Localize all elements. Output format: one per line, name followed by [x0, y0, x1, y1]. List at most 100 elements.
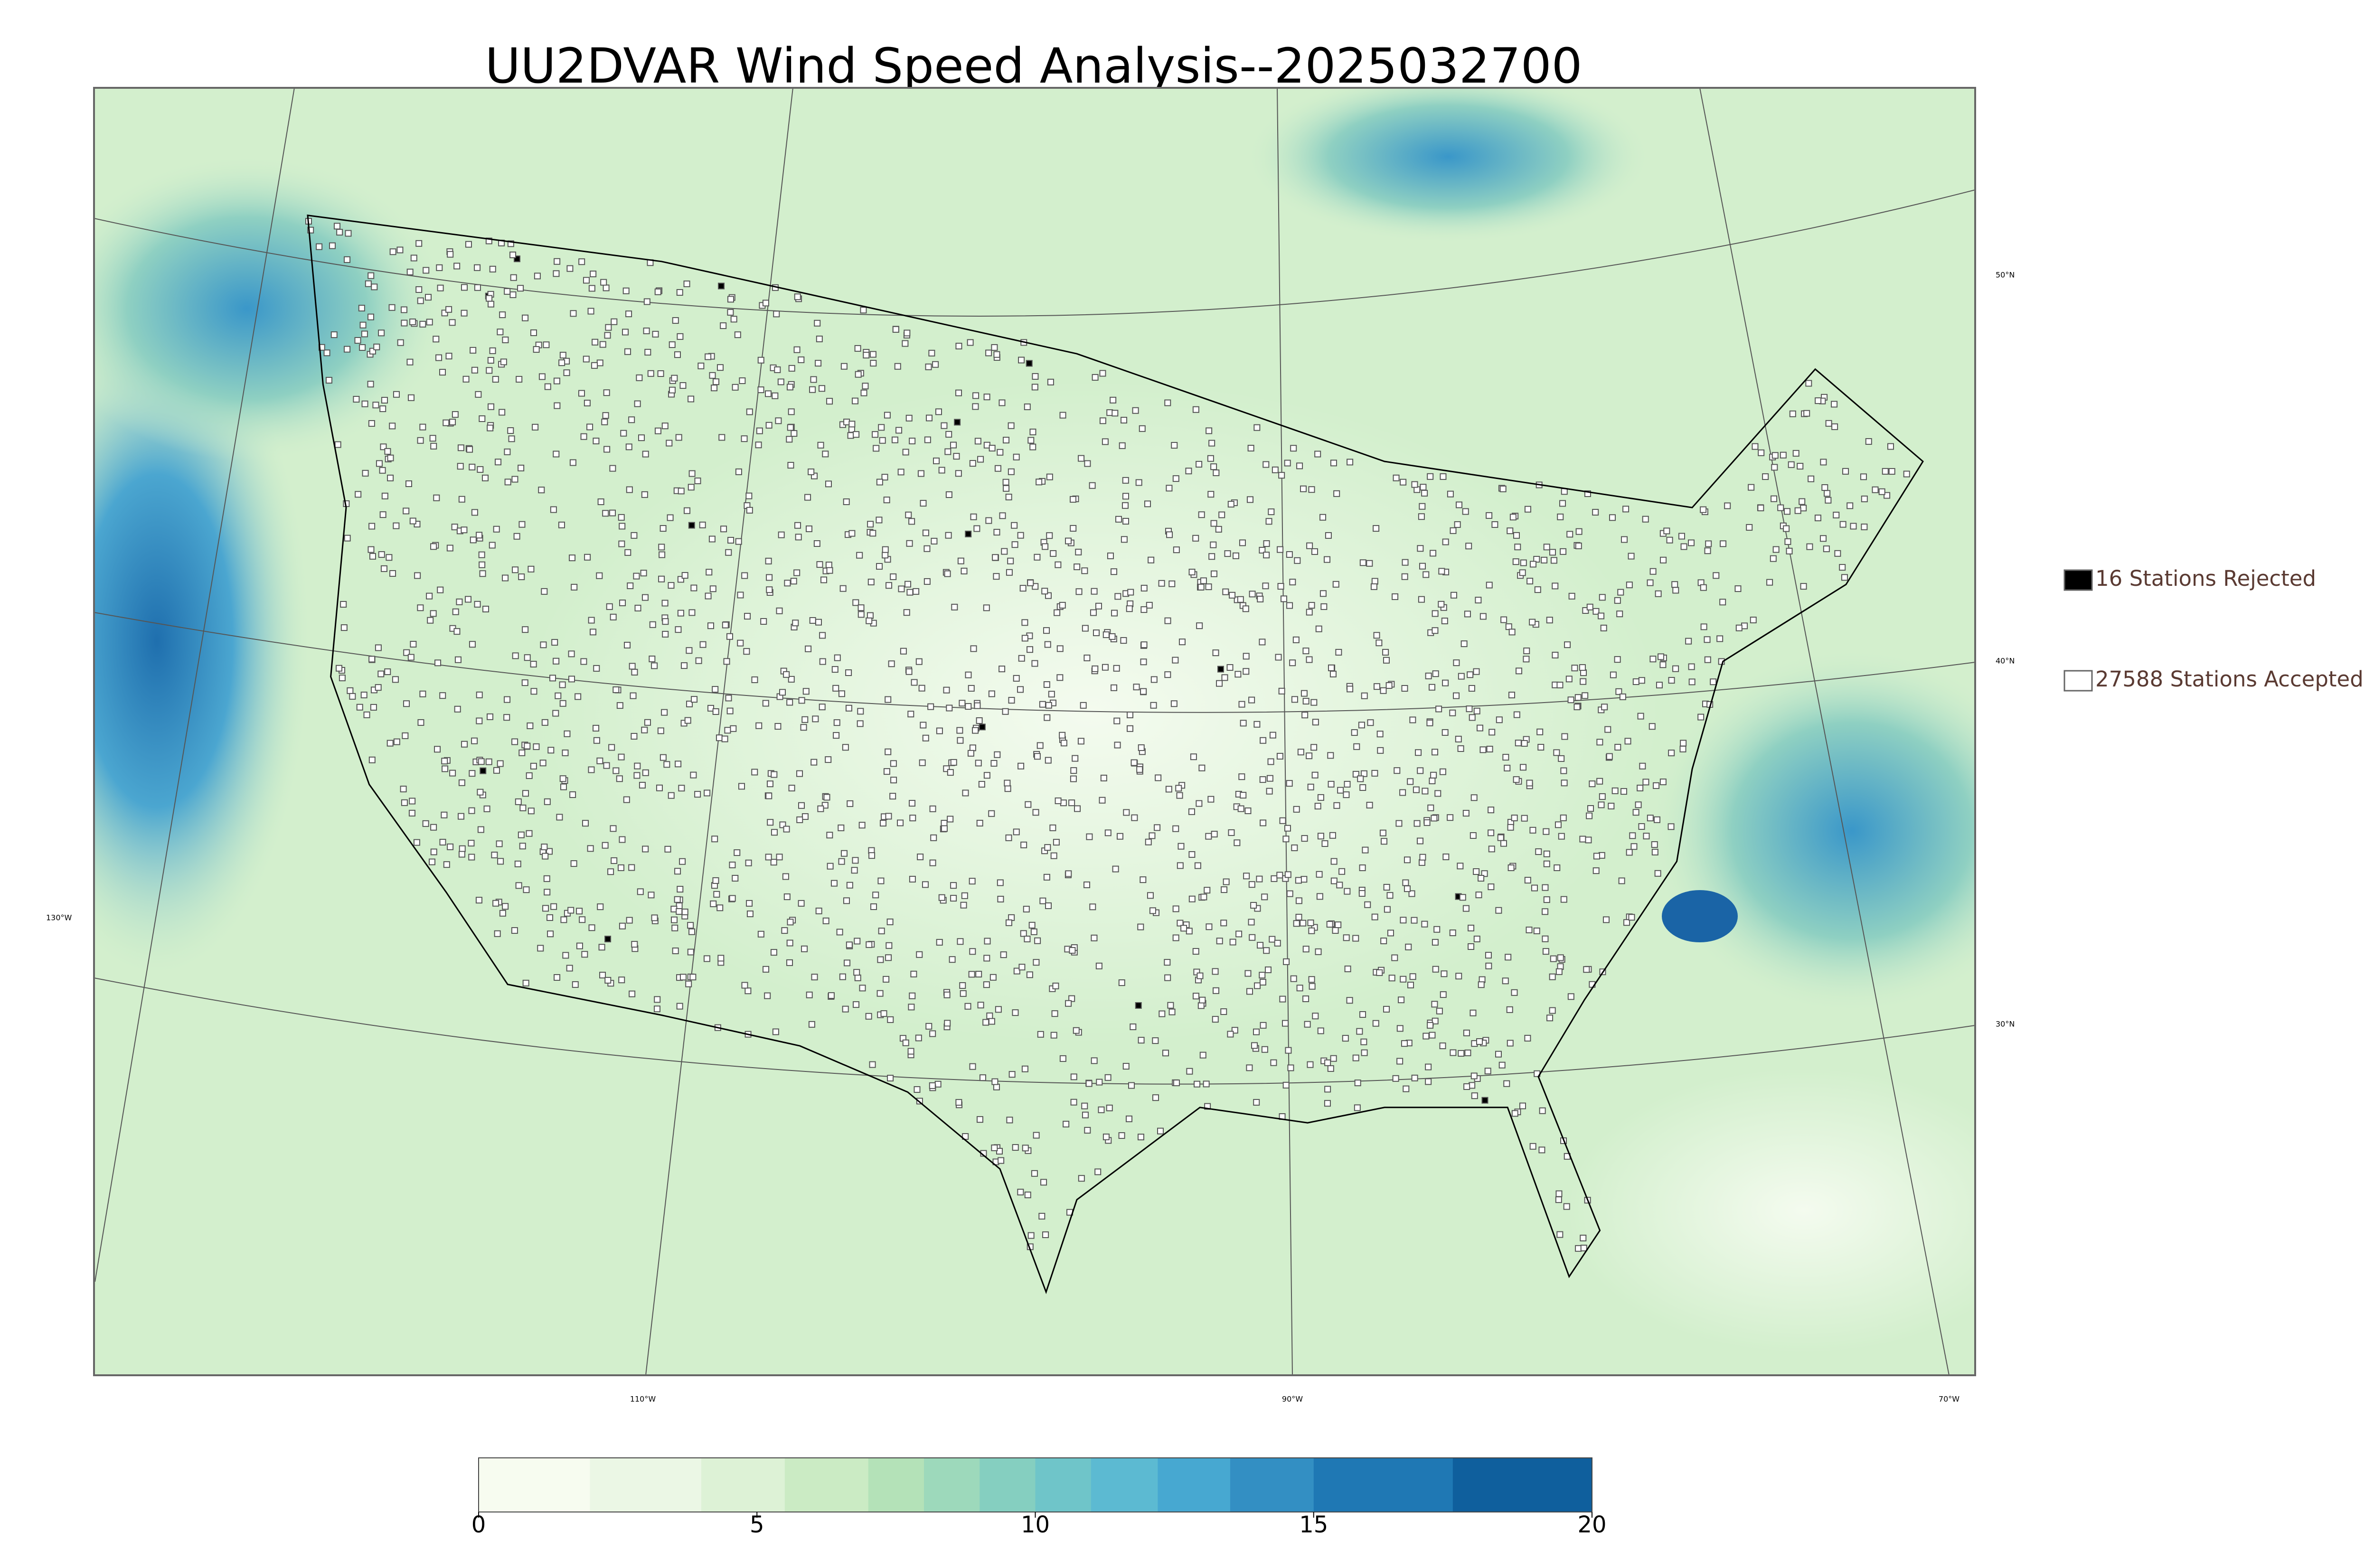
station-marker	[1463, 1029, 1470, 1036]
station-marker	[1127, 725, 1134, 732]
station-marker	[666, 440, 673, 447]
station-marker	[1520, 559, 1527, 566]
station-marker	[1700, 623, 1707, 630]
station-marker	[844, 959, 851, 967]
station-marker	[973, 525, 980, 532]
station-marker	[725, 549, 732, 556]
station-marker	[1719, 599, 1726, 606]
station-marker	[1614, 597, 1621, 604]
station-marker	[757, 930, 764, 938]
station-marker	[1371, 578, 1378, 585]
station-marker	[685, 980, 692, 987]
station-marker	[1261, 1046, 1268, 1053]
station-marker	[1137, 923, 1144, 930]
station-marker	[479, 561, 486, 568]
station-marker	[480, 767, 487, 774]
station-marker	[982, 1019, 989, 1026]
colorbar-bin	[1035, 1458, 1092, 1512]
station-marker	[1454, 521, 1461, 528]
station-marker	[623, 796, 630, 803]
station-marker	[521, 679, 528, 686]
station-marker	[1240, 720, 1247, 727]
station-marker	[969, 744, 976, 751]
station-marker	[938, 894, 945, 901]
station-marker	[654, 1005, 661, 1013]
station-marker	[497, 329, 504, 336]
station-marker	[1347, 459, 1354, 466]
station-marker	[1417, 767, 1424, 774]
station-marker	[820, 576, 828, 583]
station-marker	[323, 349, 330, 357]
station-marker	[848, 530, 856, 537]
station-marker	[1658, 653, 1665, 660]
station-marker	[1326, 920, 1333, 928]
station-marker	[1394, 767, 1401, 774]
station-marker	[1102, 438, 1109, 445]
station-marker	[477, 789, 484, 796]
station-marker	[1145, 838, 1152, 845]
station-marker	[884, 412, 891, 419]
station-marker	[764, 992, 771, 999]
station-marker	[511, 927, 518, 934]
station-marker	[1205, 833, 1212, 840]
station-marker	[522, 790, 529, 797]
station-marker	[1176, 792, 1183, 799]
station-marker	[618, 976, 625, 984]
station-marker	[605, 324, 612, 331]
station-marker	[644, 348, 651, 356]
station-marker	[1284, 871, 1291, 878]
station-marker	[1586, 812, 1593, 819]
station-marker	[1150, 676, 1158, 683]
station-marker	[424, 294, 432, 301]
station-marker	[1126, 711, 1133, 718]
station-marker	[929, 1082, 936, 1089]
station-marker	[878, 928, 885, 935]
station-marker	[723, 658, 730, 665]
station-marker	[1027, 646, 1034, 653]
station-marker	[1251, 1042, 1258, 1049]
station-marker	[389, 570, 396, 577]
station-marker	[907, 1048, 914, 1055]
station-marker	[983, 394, 990, 401]
station-marker	[1215, 526, 1222, 533]
station-marker	[1431, 815, 1438, 822]
station-marker	[1550, 557, 1557, 564]
station-marker	[897, 819, 904, 826]
station-marker	[1306, 609, 1313, 616]
station-marker	[388, 304, 396, 311]
station-marker	[784, 580, 791, 587]
station-marker	[651, 662, 658, 669]
station-marker	[1327, 752, 1334, 759]
station-marker	[451, 524, 458, 531]
station-marker	[836, 929, 843, 936]
station-marker	[410, 640, 417, 648]
station-marker	[1150, 702, 1157, 709]
station-marker	[393, 738, 400, 745]
station-marker	[1203, 1080, 1210, 1088]
station-marker	[659, 525, 667, 532]
station-marker	[1831, 423, 1838, 430]
station-marker	[909, 992, 916, 999]
station-marker	[810, 759, 818, 766]
station-marker	[1771, 464, 1778, 471]
station-marker	[407, 654, 415, 661]
station-marker	[1020, 930, 1027, 937]
station-marker	[553, 451, 560, 458]
station-marker	[1606, 753, 1613, 760]
station-marker	[877, 877, 885, 884]
station-marker	[1133, 684, 1140, 691]
station-marker	[1546, 617, 1553, 624]
station-marker	[316, 243, 323, 250]
station-marker	[377, 670, 385, 677]
station-marker	[1050, 1032, 1057, 1039]
legend-label: 27588 Stations Accepted	[2095, 667, 2364, 692]
station-marker	[1253, 721, 1261, 728]
station-marker	[469, 770, 476, 777]
station-marker	[1502, 977, 1509, 985]
station-marker	[848, 421, 856, 428]
station-marker	[354, 337, 361, 344]
station-marker	[1432, 610, 1439, 617]
station-marker	[1001, 548, 1008, 555]
station-marker	[1637, 713, 1644, 720]
station-marker	[1400, 976, 1407, 983]
